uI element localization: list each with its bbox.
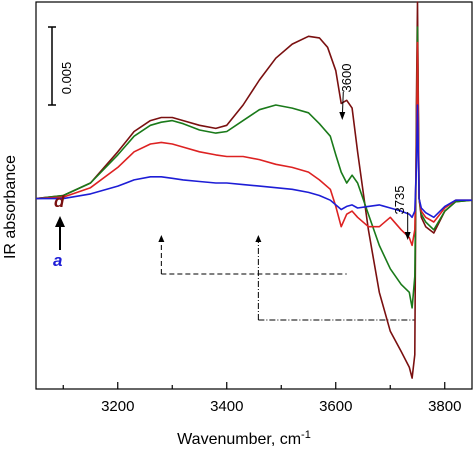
plot-frame — [35, 1, 473, 390]
x-tick-label: 3400 — [210, 398, 243, 415]
guide-lines — [158, 235, 415, 321]
label-d: d — [54, 192, 65, 211]
series-line — [36, 104, 472, 219]
scale-bar — [48, 26, 56, 106]
guide-dashdot — [257, 241, 415, 321]
peak-arrowhead-3735 — [404, 232, 411, 240]
series-line — [35, 26, 473, 309]
annotations — [48, 26, 411, 250]
peak-label-3735: 3735 — [392, 186, 407, 215]
x-tick-label: 3200 — [101, 398, 134, 415]
peak-arrowhead-3600 — [339, 112, 346, 120]
x-tick-label: 3600 — [319, 398, 352, 415]
x-axis-label: Wavenumber, cm-1 — [177, 429, 311, 448]
guide-dashed — [160, 241, 347, 275]
a-to-d-arrowhead — [55, 216, 65, 227]
guide-arrow-2 — [255, 235, 262, 242]
guide-arrow-1 — [158, 235, 165, 242]
x-axis-ticks: 3200 3400 3600 3800 — [62, 382, 461, 415]
y-axis-label: IR absorbance — [2, 155, 19, 259]
scale-bar-label: 0.005 — [59, 62, 74, 95]
series-lines — [35, 1, 473, 379]
label-a: a — [53, 251, 62, 270]
peak-label-3600: 3600 — [339, 64, 354, 93]
x-tick-label: 3800 — [428, 398, 461, 415]
